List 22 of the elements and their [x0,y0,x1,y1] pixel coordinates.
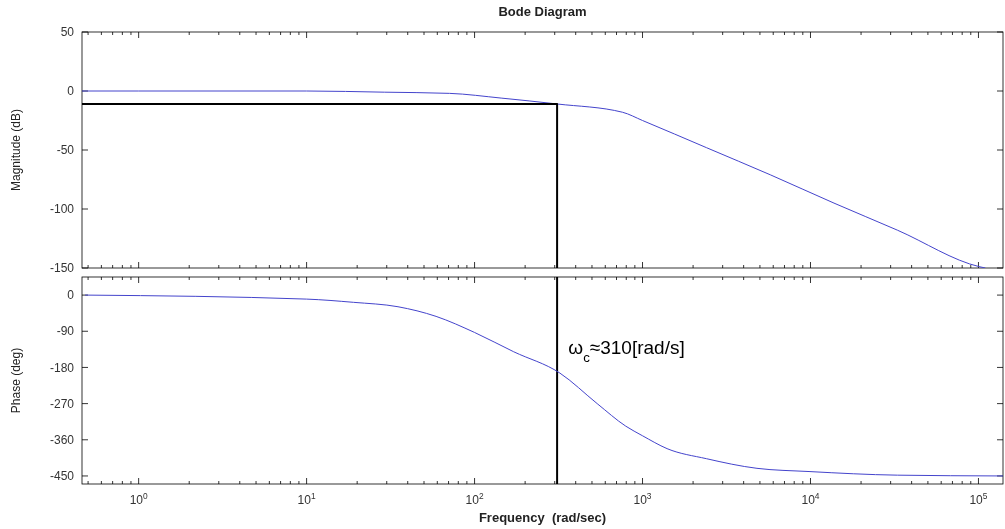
y-tick-label: -180 [49,360,75,375]
annotation: ω$_{c}$≈310[rad/s] [568,336,685,365]
x-tick-label: 10$^{0}$ [129,491,148,507]
x-tick-label: 10$^{4}$ [801,491,820,507]
x-tick-label: 10$^{5}$ [969,491,988,507]
x-tick-label: 10$^{2}$ [465,491,484,507]
y-axis-title: Phase (deg) [9,347,23,414]
y-tick-label: 0 [67,84,75,99]
x-tick-label: 10$^{3}$ [633,491,652,507]
y-axis-title: Magnitude (dB) [9,108,23,192]
y-tick-label: -100 [49,202,75,217]
y-tick-label: -90 [56,324,75,339]
y-tick-label: -150 [49,261,75,276]
y-tick-label: -50 [56,143,75,158]
y-tick-label: -360 [49,432,75,447]
x-tick-label: 10$^{1}$ [297,491,316,507]
y-tick-label: -450 [49,469,75,484]
chart-title: Bode Diagram [498,4,587,19]
y-tick-label: 0 [67,288,75,303]
y-tick-label: -270 [49,396,75,411]
x-axis-title: Frequency (rad/sec) [478,510,607,525]
y-tick-label: 50 [60,25,75,40]
